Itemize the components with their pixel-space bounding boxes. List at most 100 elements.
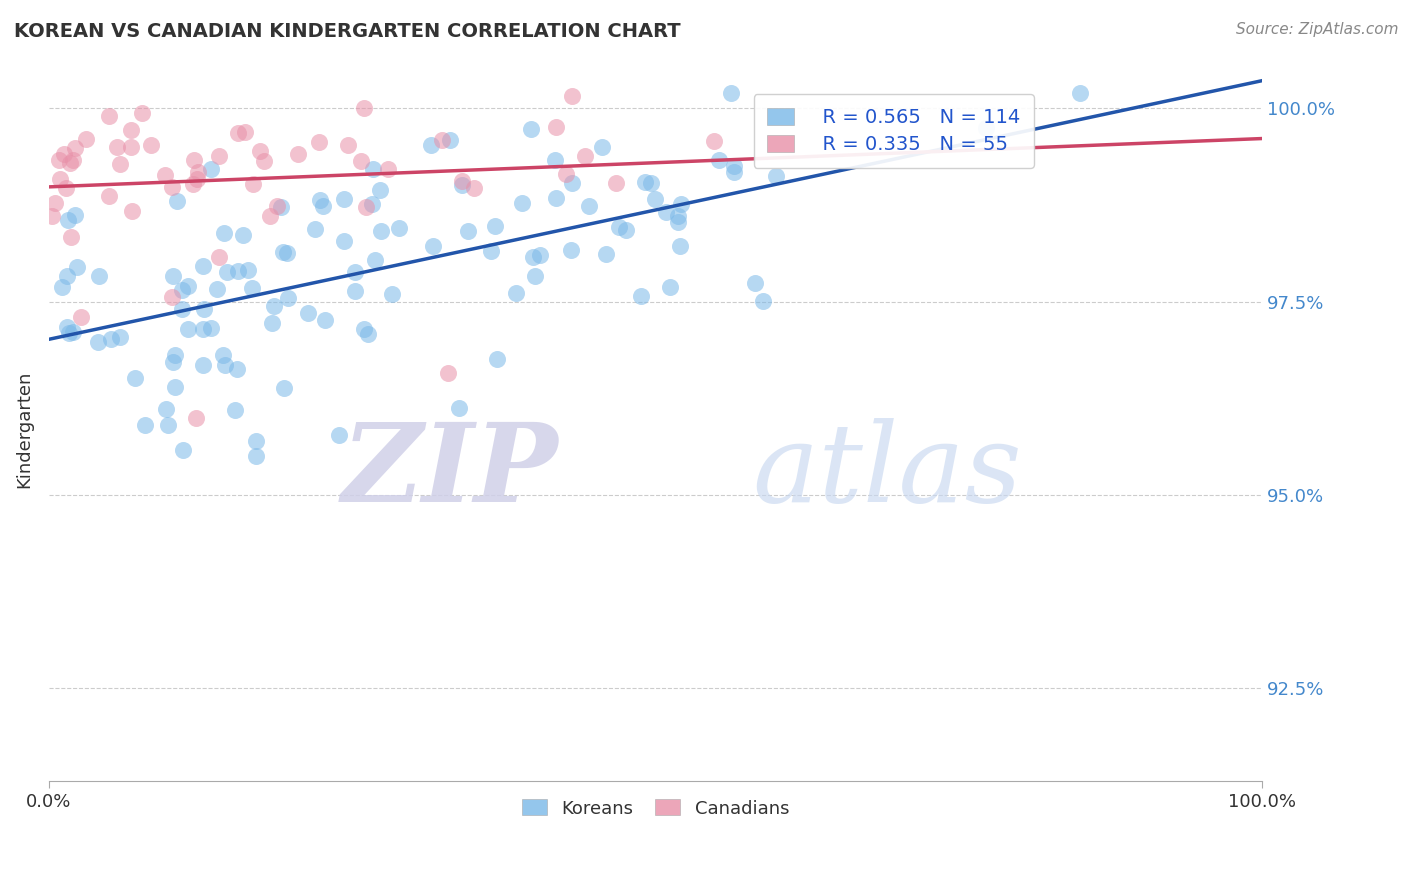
Point	[484, 219, 506, 233]
Point	[364, 253, 387, 268]
Point	[120, 140, 142, 154]
Point	[212, 347, 235, 361]
Point	[62, 325, 84, 339]
Point	[439, 133, 461, 147]
Point	[658, 280, 681, 294]
Point	[214, 358, 236, 372]
Point	[703, 134, 725, 148]
Point	[160, 180, 183, 194]
Point	[260, 316, 283, 330]
Point	[655, 205, 678, 219]
Point	[669, 238, 692, 252]
Point	[510, 196, 533, 211]
Point	[276, 245, 298, 260]
Point	[555, 167, 578, 181]
Point	[430, 133, 453, 147]
Point	[297, 306, 319, 320]
Text: Source: ZipAtlas.com: Source: ZipAtlas.com	[1236, 22, 1399, 37]
Point	[184, 410, 207, 425]
Point	[1069, 86, 1091, 100]
Point	[486, 351, 509, 366]
Point	[381, 286, 404, 301]
Point	[595, 247, 617, 261]
Point	[139, 137, 162, 152]
Point	[155, 402, 177, 417]
Point	[191, 322, 214, 336]
Point	[226, 126, 249, 140]
Point	[162, 269, 184, 284]
Point	[208, 250, 231, 264]
Point	[66, 260, 89, 274]
Point	[56, 319, 79, 334]
Point	[89, 269, 111, 284]
Point	[479, 244, 502, 259]
Point	[644, 192, 666, 206]
Point	[529, 248, 551, 262]
Point	[48, 153, 70, 168]
Point	[640, 176, 662, 190]
Point	[630, 289, 652, 303]
Point	[62, 153, 84, 167]
Point	[240, 281, 263, 295]
Point	[370, 224, 392, 238]
Point	[160, 290, 183, 304]
Y-axis label: Kindergarten: Kindergarten	[15, 370, 32, 488]
Point	[574, 149, 596, 163]
Point	[233, 125, 256, 139]
Point	[333, 234, 356, 248]
Point	[259, 209, 281, 223]
Point	[974, 121, 997, 136]
Point	[344, 265, 367, 279]
Point	[200, 162, 222, 177]
Point	[304, 221, 326, 235]
Point	[353, 322, 375, 336]
Point	[63, 141, 86, 155]
Point	[266, 199, 288, 213]
Point	[187, 164, 209, 178]
Point	[328, 428, 350, 442]
Point	[105, 140, 128, 154]
Point	[86, 334, 108, 349]
Point	[224, 403, 246, 417]
Point	[270, 200, 292, 214]
Point	[51, 280, 73, 294]
Point	[361, 161, 384, 176]
Point	[523, 268, 546, 283]
Text: KOREAN VS CANADIAN KINDERGARTEN CORRELATION CHART: KOREAN VS CANADIAN KINDERGARTEN CORRELAT…	[14, 22, 681, 41]
Point	[162, 355, 184, 369]
Point	[172, 283, 194, 297]
Point	[361, 197, 384, 211]
Point	[97, 109, 120, 123]
Point	[273, 381, 295, 395]
Point	[200, 320, 222, 334]
Point	[634, 175, 657, 189]
Point	[157, 417, 180, 432]
Point	[75, 132, 97, 146]
Point	[191, 358, 214, 372]
Point	[207, 148, 229, 162]
Point	[58, 326, 80, 340]
Point	[519, 122, 541, 136]
Point	[308, 135, 330, 149]
Point	[368, 183, 391, 197]
Point	[212, 227, 235, 241]
Point	[121, 204, 143, 219]
Point	[153, 168, 176, 182]
Point	[186, 172, 208, 186]
Point	[172, 302, 194, 317]
Point	[100, 332, 122, 346]
Text: atlas: atlas	[752, 417, 1022, 525]
Point	[752, 293, 775, 308]
Text: ZIP: ZIP	[342, 417, 558, 525]
Point	[560, 243, 582, 257]
Point	[671, 197, 693, 211]
Point	[544, 120, 567, 134]
Point	[765, 169, 787, 184]
Point	[166, 194, 188, 209]
Point	[723, 160, 745, 174]
Point	[177, 321, 200, 335]
Point	[287, 146, 309, 161]
Point	[666, 210, 689, 224]
Point	[450, 174, 472, 188]
Point	[41, 209, 63, 223]
